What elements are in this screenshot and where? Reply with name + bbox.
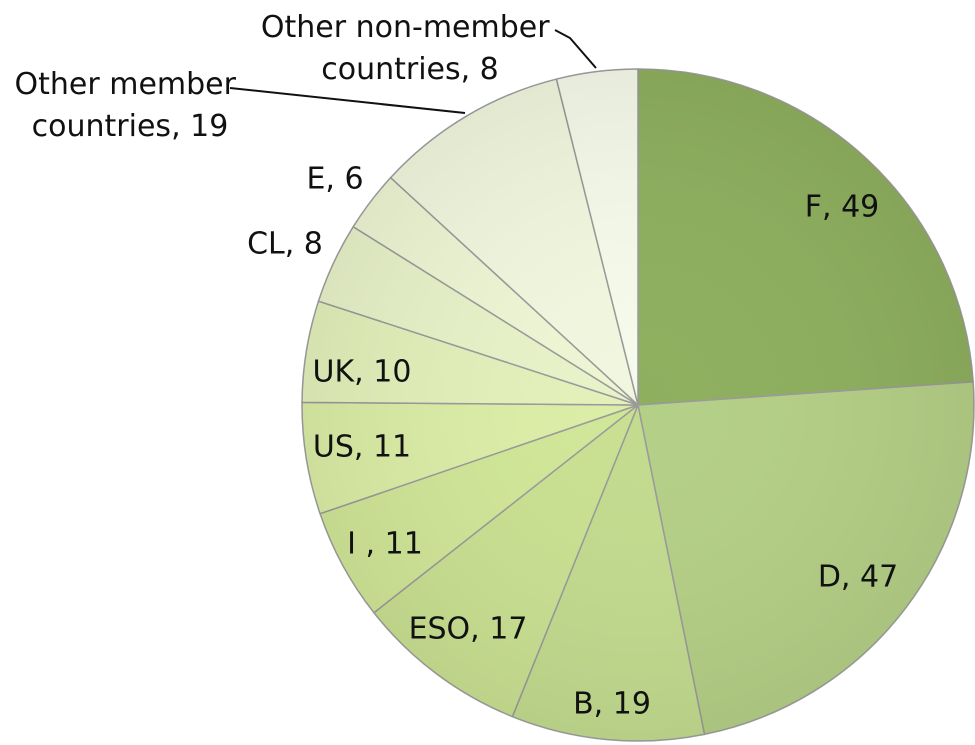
data-label: I , 11	[347, 527, 423, 562]
data-label: Other non-member countries, 8	[261, 10, 559, 87]
leader-line	[554, 29, 597, 69]
pie	[301, 68, 975, 742]
data-label: Other member countries, 19	[15, 67, 246, 144]
data-label: US, 11	[313, 430, 411, 465]
label-line: countries, 19	[32, 109, 229, 144]
data-label: D, 47	[818, 560, 898, 595]
data-label: B, 19	[573, 687, 651, 722]
data-label: UK, 10	[313, 355, 412, 390]
pie-slice	[637, 68, 975, 406]
leader-line	[229, 87, 466, 114]
data-label: F, 49	[805, 190, 880, 225]
labels: F, 49 D, 47 B, 19 ESO, 17 I , 11 US, 11 UK, 10…	[15, 10, 899, 722]
label-line: countries, 8	[321, 52, 499, 87]
data-label: E, 6	[306, 162, 363, 197]
label-line: Other member	[15, 67, 246, 102]
data-label: CL, 8	[247, 227, 323, 262]
data-label: ESO, 17	[409, 612, 528, 647]
label-line: Other non-member	[261, 10, 559, 45]
